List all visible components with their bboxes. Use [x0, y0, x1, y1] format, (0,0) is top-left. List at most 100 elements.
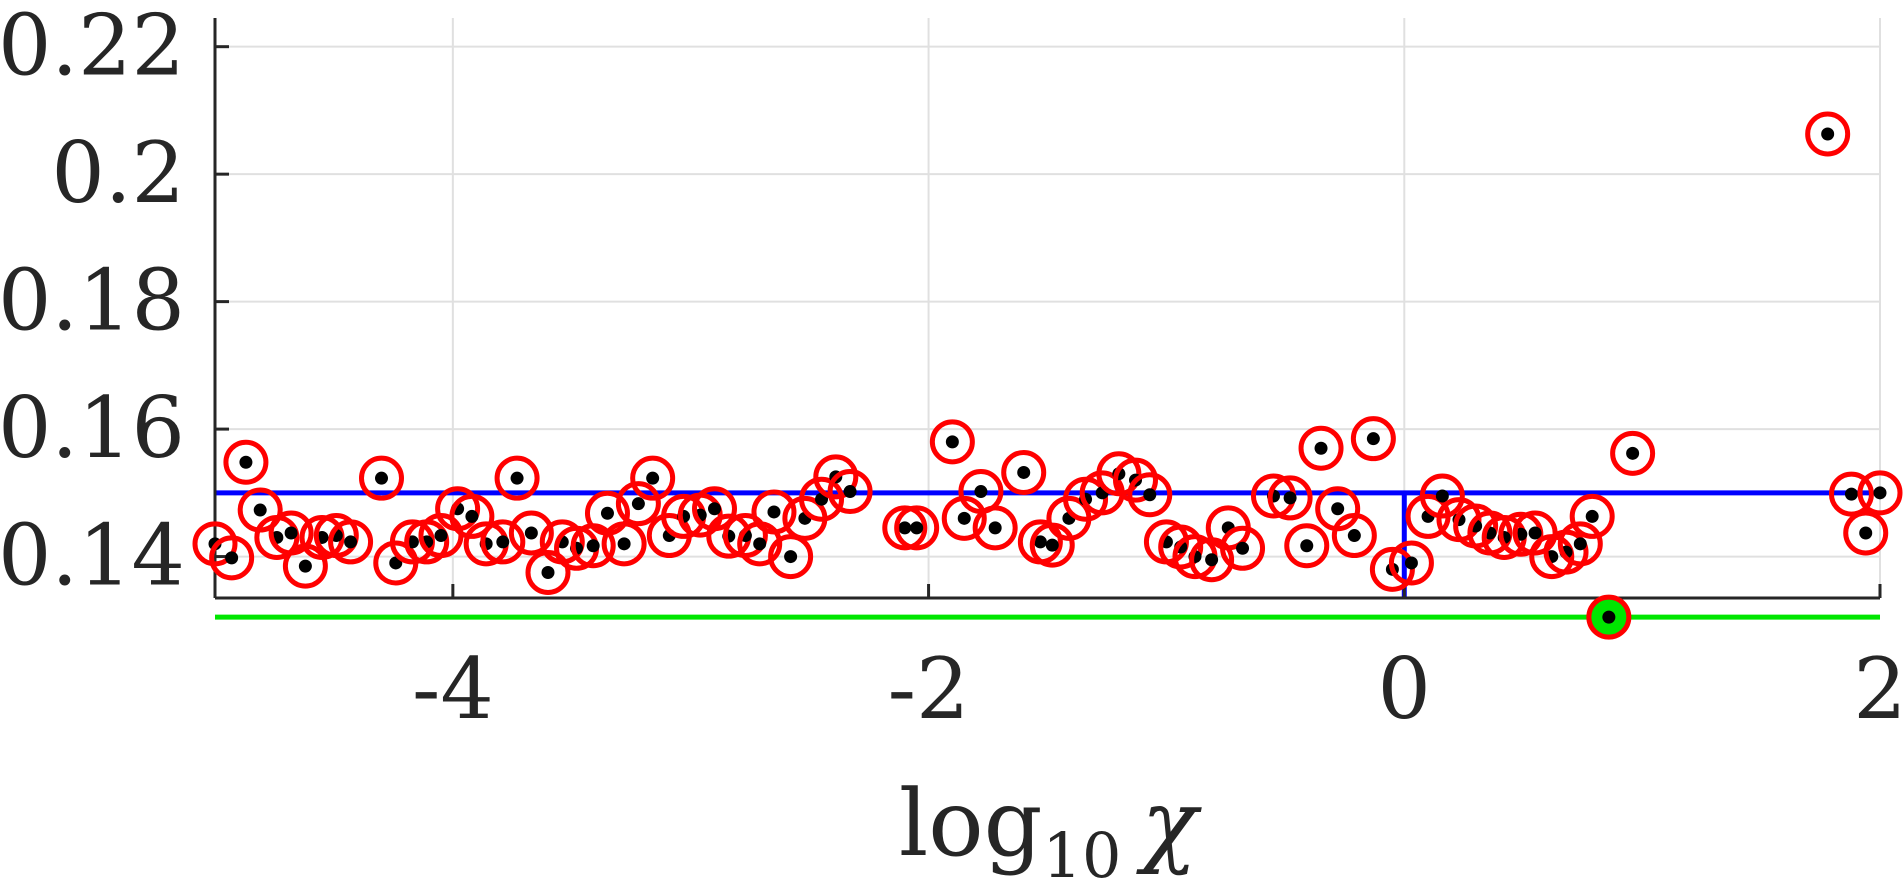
data-point-dot — [284, 526, 298, 540]
axes — [213, 18, 1882, 600]
data-point-circle — [494, 455, 540, 501]
data-point-dot — [708, 502, 721, 516]
data-point-circle — [972, 505, 1018, 551]
data-point-circle — [813, 454, 859, 500]
data-point-dot — [344, 535, 358, 549]
data-point-dot — [1205, 553, 1219, 567]
data-point-dot — [1366, 432, 1380, 446]
data-point-dot — [1585, 509, 1599, 523]
y-tick-label: 0.18 — [0, 252, 185, 350]
data-point-dot — [898, 521, 912, 535]
data-point-circle — [1001, 449, 1047, 495]
data-point-dot — [753, 537, 767, 551]
data-point-circle — [1805, 111, 1851, 157]
data-point-circle — [449, 493, 495, 539]
data-point-dot — [646, 471, 660, 485]
y-tick-label: 0.14 — [0, 507, 185, 605]
data-point-circle — [894, 505, 940, 551]
data-point-circle — [1127, 472, 1173, 518]
data-points — [192, 111, 1903, 640]
data-point-circle — [929, 419, 975, 465]
data-point-circle — [1557, 521, 1603, 567]
x-axis-label: log10 χ — [899, 770, 1203, 886]
data-point-dot — [945, 435, 959, 449]
data-point-circle — [1419, 473, 1465, 519]
data-point-circle — [359, 455, 404, 501]
data-point-dot — [1236, 541, 1250, 555]
data-point-dot — [434, 529, 448, 543]
x-axis-label-symbol: χ — [1135, 770, 1202, 877]
data-point-dot — [465, 509, 479, 523]
data-point-circle — [692, 486, 737, 532]
data-point-dot — [600, 506, 614, 520]
data-point-dot — [1331, 502, 1345, 516]
data-point-dot — [988, 521, 1002, 535]
data-point-dot — [631, 497, 645, 511]
data-point-dot — [225, 551, 239, 565]
data-point-circle — [1267, 475, 1313, 521]
data-point-dot — [586, 539, 600, 553]
data-point-circle — [827, 469, 873, 515]
data-point-dot — [767, 505, 781, 519]
data-point-circle — [1388, 540, 1434, 586]
data-point-dot — [1626, 446, 1640, 460]
data-point-dot — [496, 535, 510, 549]
data-point-dot — [1045, 538, 1059, 552]
data-point-circle — [209, 535, 255, 581]
y-tick-label: 0.22 — [0, 0, 185, 95]
data-point-dot — [239, 455, 253, 469]
y-tick-label: 0.2 — [51, 124, 185, 222]
data-point-dot — [298, 559, 312, 573]
data-point-dot — [1347, 529, 1361, 543]
data-point-dot — [1435, 489, 1449, 503]
data-point-circle — [480, 519, 526, 565]
data-point-circle — [768, 534, 814, 580]
data-point-circle — [799, 476, 845, 522]
data-point-circle — [630, 455, 676, 501]
x-tick-label: -2 — [888, 640, 970, 738]
x-tick-label: 0 — [1378, 640, 1431, 738]
data-point-dot — [541, 566, 555, 580]
data-point-dot — [1859, 526, 1873, 540]
data-point-circle — [751, 489, 797, 535]
data-point-circle — [1220, 525, 1266, 571]
data-point-circle — [223, 439, 269, 485]
tick-labels: -4 -2 0 2 0.14 0.16 0.18 0.2 0.22 — [0, 0, 1903, 738]
data-point-dot — [617, 537, 631, 551]
data-point-dot — [974, 485, 988, 499]
x-tick-label: 2 — [1853, 640, 1903, 738]
data-point-circle — [882, 505, 928, 551]
data-point-dot — [524, 526, 538, 540]
data-point-dot — [1300, 539, 1314, 553]
data-point-dot — [843, 485, 857, 499]
data-point-dot — [1143, 488, 1157, 502]
data-point-dot — [784, 550, 798, 564]
data-point-dot — [910, 521, 924, 535]
data-point-dot — [957, 511, 971, 525]
data-point-dot — [1017, 465, 1031, 479]
data-point-circle — [1828, 471, 1874, 517]
data-point-dot — [1283, 491, 1297, 505]
grid-lines — [215, 18, 1881, 598]
data-point-circle — [1331, 513, 1377, 559]
data-point-dot — [253, 503, 267, 517]
x-axis-label-subscript: 10 — [1043, 819, 1122, 886]
data-point-circle — [1113, 457, 1159, 503]
data-point-dot — [510, 471, 524, 485]
data-point-circle — [328, 519, 374, 565]
x-tick-label: -4 — [412, 640, 494, 738]
data-point-circle — [1569, 493, 1615, 539]
data-point-dot — [1844, 487, 1858, 501]
minimum-point-dot — [1602, 610, 1616, 624]
data-point-circle — [1298, 425, 1344, 471]
data-point-dot — [1528, 526, 1542, 540]
data-point-dot — [1404, 556, 1418, 570]
data-point-circle — [1284, 523, 1330, 569]
data-point-dot — [375, 471, 388, 485]
data-point-circle — [1843, 510, 1889, 556]
data-point-dot — [1033, 535, 1047, 549]
y-tick-label: 0.16 — [0, 379, 185, 477]
data-point-circle — [508, 510, 554, 556]
data-point-dot — [1573, 537, 1587, 551]
